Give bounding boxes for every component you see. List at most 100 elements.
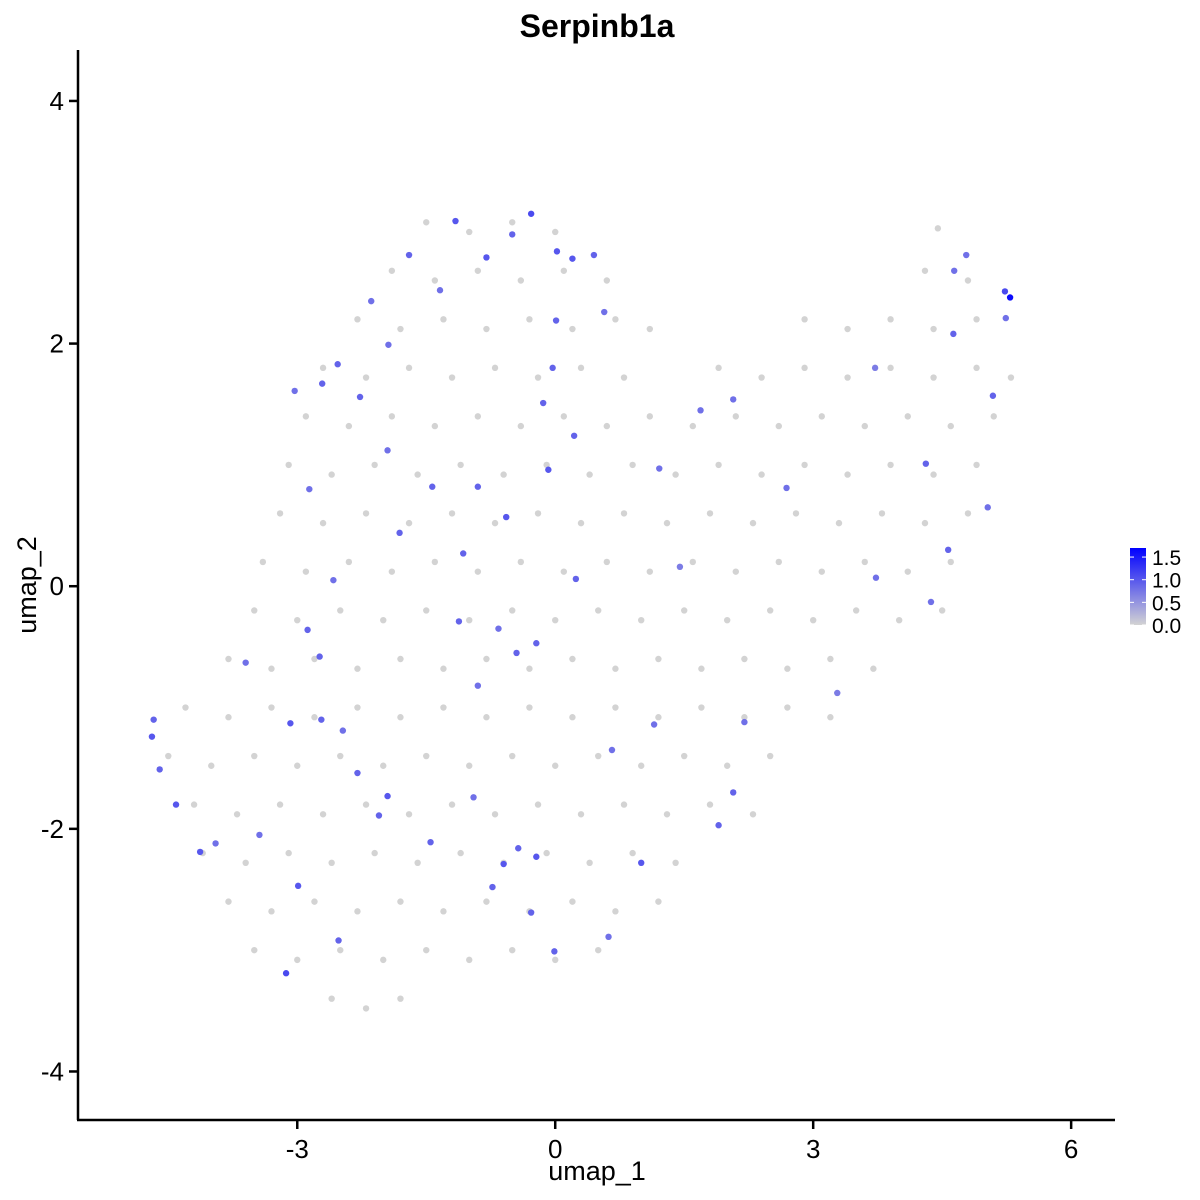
point — [526, 316, 533, 323]
point — [405, 519, 413, 527]
point — [552, 228, 559, 236]
point — [285, 849, 292, 857]
colorbar-label: 1.0 — [1152, 570, 1181, 593]
point — [345, 558, 353, 566]
point — [689, 422, 697, 430]
point — [758, 471, 765, 478]
point — [638, 616, 645, 624]
point — [474, 267, 482, 274]
point — [944, 546, 952, 554]
chart-title: Serpinb1a — [520, 8, 675, 44]
point — [930, 374, 937, 381]
point — [427, 838, 434, 846]
point — [552, 616, 559, 624]
point — [543, 461, 550, 469]
point — [440, 316, 447, 323]
point — [887, 364, 894, 372]
point — [921, 519, 929, 527]
point — [603, 558, 611, 566]
point — [431, 277, 439, 284]
point — [388, 267, 396, 274]
point — [405, 811, 413, 818]
point — [172, 801, 180, 808]
point — [291, 387, 298, 395]
point — [397, 995, 404, 1002]
point — [608, 746, 616, 754]
point — [256, 831, 263, 839]
point — [870, 665, 877, 672]
point — [706, 510, 714, 517]
point — [405, 364, 413, 372]
point — [190, 801, 198, 808]
point — [474, 568, 482, 575]
point — [515, 845, 522, 852]
point — [362, 510, 370, 517]
point — [466, 956, 473, 964]
point — [984, 504, 991, 511]
point — [384, 792, 391, 800]
point — [723, 762, 731, 769]
point — [388, 413, 396, 420]
point — [650, 721, 658, 728]
point — [489, 883, 496, 891]
point — [586, 859, 593, 867]
point — [973, 461, 980, 469]
point — [552, 762, 559, 769]
point — [362, 374, 370, 381]
point — [276, 510, 284, 517]
point — [612, 908, 619, 915]
point — [950, 330, 957, 338]
point — [629, 461, 636, 469]
point — [697, 407, 704, 414]
point — [930, 325, 937, 333]
point — [431, 422, 439, 430]
point — [268, 704, 275, 711]
point — [605, 933, 612, 941]
point — [775, 422, 782, 430]
point — [741, 655, 748, 663]
point — [560, 413, 568, 420]
point — [483, 254, 490, 261]
point — [517, 422, 525, 430]
point — [337, 752, 344, 760]
point — [225, 714, 232, 721]
point — [973, 316, 980, 323]
point — [414, 859, 421, 867]
point — [371, 849, 378, 857]
point — [150, 716, 157, 723]
point — [330, 576, 337, 584]
point — [287, 720, 294, 727]
point — [294, 882, 302, 890]
point — [354, 665, 361, 672]
point — [233, 811, 241, 818]
x-tick-label: 3 — [806, 1134, 820, 1164]
point — [196, 848, 204, 856]
y-axis-title: umap_2 — [12, 536, 42, 634]
point — [457, 849, 464, 857]
point — [887, 461, 894, 469]
point — [440, 704, 447, 711]
point — [973, 364, 980, 372]
point — [440, 665, 447, 672]
point — [572, 575, 580, 583]
points — [148, 210, 1015, 1012]
point — [784, 704, 791, 711]
y-tick-label: 0 — [50, 571, 64, 601]
point — [590, 251, 598, 259]
point — [938, 607, 946, 614]
point — [741, 714, 748, 721]
point — [533, 640, 540, 647]
point — [371, 461, 378, 469]
x-tick-label: 0 — [548, 1134, 562, 1164]
point — [397, 898, 404, 905]
point — [423, 752, 430, 760]
point — [612, 704, 619, 711]
point — [723, 616, 731, 624]
point — [457, 461, 464, 469]
point — [878, 510, 886, 517]
point — [552, 956, 559, 964]
point — [676, 563, 684, 571]
point — [934, 225, 942, 232]
point — [225, 898, 232, 905]
y-tick-label: -4 — [41, 1056, 64, 1086]
